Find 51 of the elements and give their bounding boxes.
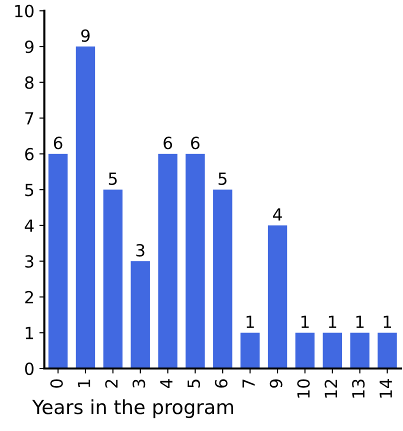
bar [76,46,96,369]
x-tick-label: 10 [297,379,310,398]
x-tick-label: 2 [105,380,118,388]
bar [322,332,342,369]
data-label: 9 [81,29,90,42]
bar [378,332,397,369]
data-label: 1 [301,316,309,328]
x-tick-label: 5 [188,380,200,388]
x-tick-label: 0 [50,379,63,388]
y-tick-label: 4 [24,220,34,232]
x-tick-label: 14 [380,379,392,398]
y-tick-label: 0 [25,362,34,376]
y-tick-label: 10 [15,4,34,18]
data-label: 4 [273,208,282,221]
bar [350,332,370,369]
y-tick-label: 2 [25,290,33,304]
x-axis-title: Years in the program [32,399,234,418]
data-label: 1 [328,316,336,328]
y-tick-label: 7 [25,112,34,124]
data-label: 6 [54,136,62,150]
data-label: 6 [191,136,200,150]
x-tick-label: 3 [132,380,146,388]
bar [103,190,123,369]
bar [213,190,232,369]
x-tick-label: 7 [242,380,255,388]
bar [48,154,68,369]
bar [158,154,178,369]
bar [240,332,260,369]
y-tick-label: 8 [25,76,34,89]
x-tick-label: 4 [160,379,172,388]
x-tick-label: 1 [78,380,90,387]
data-label: 1 [384,316,392,328]
data-label: 1 [246,316,254,328]
y-tick-label: 3 [25,255,34,268]
y-tick-label: 6 [25,148,34,160]
data-label: 1 [356,316,364,328]
y-tick-label: 5 [25,184,34,196]
x-tick-label: 12 [324,380,337,398]
bar [186,154,205,369]
bar [130,261,150,369]
x-tick-label: 6 [214,379,228,388]
data-label: 5 [108,172,117,186]
data-label: 3 [136,244,144,257]
y-tick-label: 1 [26,326,34,340]
x-tick-label: 13 [352,380,365,398]
bar [295,332,315,369]
x-tick-label: 9 [270,379,282,388]
y-tick-label: 9 [25,40,34,54]
bar [268,225,288,369]
data-label: 5 [218,172,227,186]
data-label: 6 [164,136,172,150]
